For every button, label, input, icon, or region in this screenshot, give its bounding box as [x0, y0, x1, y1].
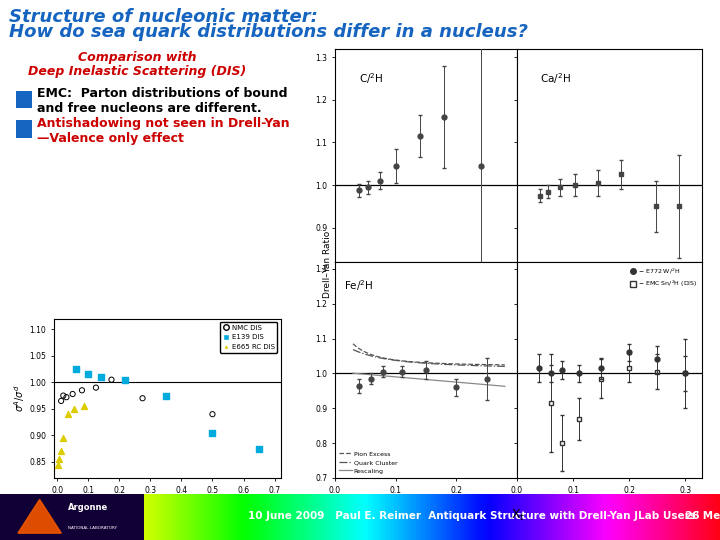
Point [95, 373, 107, 381]
Y-axis label: $\sigma^{A}/\sigma^{d}$: $\sigma^{A}/\sigma^{d}$ [12, 384, 27, 412]
Text: 10 June 2009   Paul E. Reimer  Antiquark Structure with Drell-Yan JLab Users' Me: 10 June 2009 Paul E. Reimer Antiquark St… [248, 511, 720, 521]
X-axis label: X$_t$: X$_t$ [419, 496, 433, 510]
Point [137, 394, 148, 402]
Text: X$_t$: X$_t$ [511, 508, 526, 523]
Text: Drell–Yan Ratio: Drell–Yan Ratio [323, 231, 332, 298]
Text: Fe/$^2$H: Fe/$^2$H [344, 278, 374, 293]
Text: Argonne: Argonne [68, 503, 109, 512]
Text: EMC:  Parton distributions of bound
and free nucleons are different.: EMC: Parton distributions of bound and f… [37, 87, 288, 116]
Point [120, 375, 131, 384]
Point [55, 396, 67, 405]
Point [62, 410, 73, 418]
X-axis label: x: x [165, 496, 170, 506]
Bar [16, 91, 32, 108]
X-axis label: X$_t$: X$_t$ [603, 496, 616, 510]
Text: Alde et al (Fermilab E772) Phys. Rev. Lett 64 2479 (1990): Alde et al (Fermilab E772) Phys. Rev. Le… [388, 279, 649, 288]
Point [68, 404, 80, 413]
Point [55, 447, 66, 456]
Point [70, 364, 81, 373]
Text: C/$^2$H: C/$^2$H [359, 71, 384, 86]
Point [82, 370, 94, 379]
Polygon shape [18, 500, 61, 533]
Point [207, 428, 218, 437]
Text: 26: 26 [684, 511, 700, 521]
Point [106, 375, 117, 384]
Text: Ca/$^2$H: Ca/$^2$H [540, 71, 571, 86]
Text: NATIONAL LABORATORY: NATIONAL LABORATORY [68, 525, 117, 530]
Point [78, 402, 89, 410]
Text: Deep Inelastic Scattering (DIS): Deep Inelastic Scattering (DIS) [27, 65, 246, 78]
Point [58, 392, 69, 400]
Legend: $-$ E772 W/$^2$H, $-$ EMC Sn/$^2$H (DIS): $-$ E772 W/$^2$H, $-$ EMC Sn/$^2$H (DIS) [629, 265, 699, 291]
Point [53, 460, 64, 469]
Point [90, 383, 102, 392]
Legend: NMC DIS, E139 DIS, E665 RC DIS: NMC DIS, E139 DIS, E665 RC DIS [220, 322, 277, 353]
Point [76, 386, 88, 395]
Text: Antishadowing not seen in Drell-Yan
—Valence only effect: Antishadowing not seen in Drell-Yan —Val… [37, 117, 290, 145]
Point [53, 455, 65, 464]
Bar [0, 494, 144, 540]
Legend: Pion Excess, Quark Cluster, Rescaling: Pion Excess, Quark Cluster, Rescaling [338, 450, 398, 475]
Point [67, 390, 78, 399]
Text: Structure of nucleonic matter:: Structure of nucleonic matter: [9, 8, 318, 26]
Bar [16, 120, 32, 138]
Point [160, 392, 171, 400]
Polygon shape [18, 500, 61, 533]
Text: How do sea quark distributions differ in a nucleus?: How do sea quark distributions differ in… [9, 23, 528, 40]
Point [207, 410, 218, 418]
Text: Comparison with: Comparison with [78, 51, 196, 64]
Point [60, 393, 72, 402]
Point [58, 434, 69, 442]
Point [253, 444, 265, 453]
